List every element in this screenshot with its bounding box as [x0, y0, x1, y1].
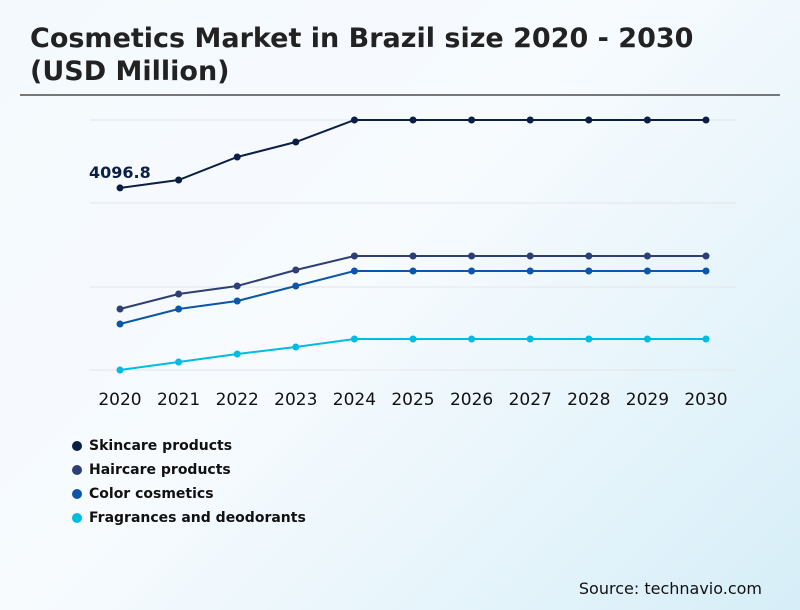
legend-marker: [72, 513, 82, 523]
data-point: [292, 138, 300, 146]
data-point: [585, 252, 593, 260]
data-point: [526, 252, 534, 260]
data-point: [702, 252, 710, 260]
data-point: [526, 267, 534, 275]
data-point: [175, 305, 183, 313]
data-point: [175, 176, 183, 184]
data-point: [116, 366, 124, 374]
legend-item[interactable]: Haircare products: [72, 458, 306, 482]
legend-marker: [72, 441, 82, 451]
source-text: Source: technavio.com: [578, 579, 762, 598]
data-point: [643, 335, 651, 343]
legend: Skincare products Haircare products Color …: [72, 434, 306, 530]
data-point: [116, 305, 124, 313]
data-point: [175, 358, 183, 366]
data-point: [233, 350, 241, 358]
x-tick-label: 2020: [98, 390, 141, 410]
data-point: [585, 116, 593, 124]
data-point: [468, 252, 476, 260]
series-line: [119, 337, 706, 371]
data-point: [409, 267, 417, 275]
data-point: [292, 343, 300, 351]
x-tick-label: 2030: [684, 390, 727, 410]
data-point: [702, 335, 710, 343]
x-tick-label: 2029: [626, 390, 669, 410]
data-point: [409, 335, 417, 343]
x-tick-label: 2022: [216, 390, 259, 410]
legend-label: Skincare products: [89, 438, 233, 454]
data-point: [643, 252, 651, 260]
data-point: [702, 267, 710, 275]
series-line: [119, 269, 706, 325]
x-tick-label: 2025: [391, 390, 434, 410]
data-point: [116, 320, 124, 328]
data-point: [526, 335, 534, 343]
legend-item[interactable]: Fragrances and deodorants: [72, 506, 306, 530]
data-point: [292, 282, 300, 290]
data-point: [643, 267, 651, 275]
data-point: [468, 267, 476, 275]
title-divider: [20, 94, 780, 96]
x-tick-label: 2026: [450, 390, 493, 410]
data-point: [116, 184, 124, 192]
legend-item[interactable]: Skincare products: [72, 434, 306, 458]
data-label: 4096.8: [89, 163, 151, 182]
legend-label: Color cosmetics: [89, 486, 214, 502]
series-line: [119, 119, 706, 189]
data-point: [409, 116, 417, 124]
x-tick-label: 2024: [333, 390, 376, 410]
data-point: [350, 116, 358, 124]
legend-label: Haircare products: [89, 462, 231, 478]
legend-marker: [72, 465, 82, 475]
x-tick-label: 2027: [509, 390, 552, 410]
data-point: [409, 252, 417, 260]
data-point: [233, 282, 241, 290]
series-line: [119, 255, 706, 310]
data-point: [350, 335, 358, 343]
data-point: [585, 335, 593, 343]
data-point: [175, 290, 183, 298]
data-point: [350, 267, 358, 275]
data-point: [233, 153, 241, 161]
data-point: [585, 267, 593, 275]
data-point: [643, 116, 651, 124]
line-chart: 2020 2021 2022 2023 2024 2025 2026 2027 2028 2029…: [89, 116, 736, 410]
x-tick-label: 2021: [157, 390, 200, 410]
data-point: [702, 116, 710, 124]
chart-title: Cosmetics Market in Brazil size 2020 - 2…: [30, 23, 694, 87]
data-point: [468, 116, 476, 124]
legend-label: Fragrances and deodorants: [89, 510, 306, 526]
data-point: [292, 266, 300, 274]
data-point: [468, 335, 476, 343]
legend-marker: [72, 489, 82, 499]
data-point: [233, 297, 241, 305]
x-tick-label: 2028: [567, 390, 610, 410]
data-point: [350, 252, 358, 260]
x-tick-label: 2023: [274, 390, 317, 410]
data-point: [526, 116, 534, 124]
legend-item[interactable]: Color cosmetics: [72, 482, 306, 506]
